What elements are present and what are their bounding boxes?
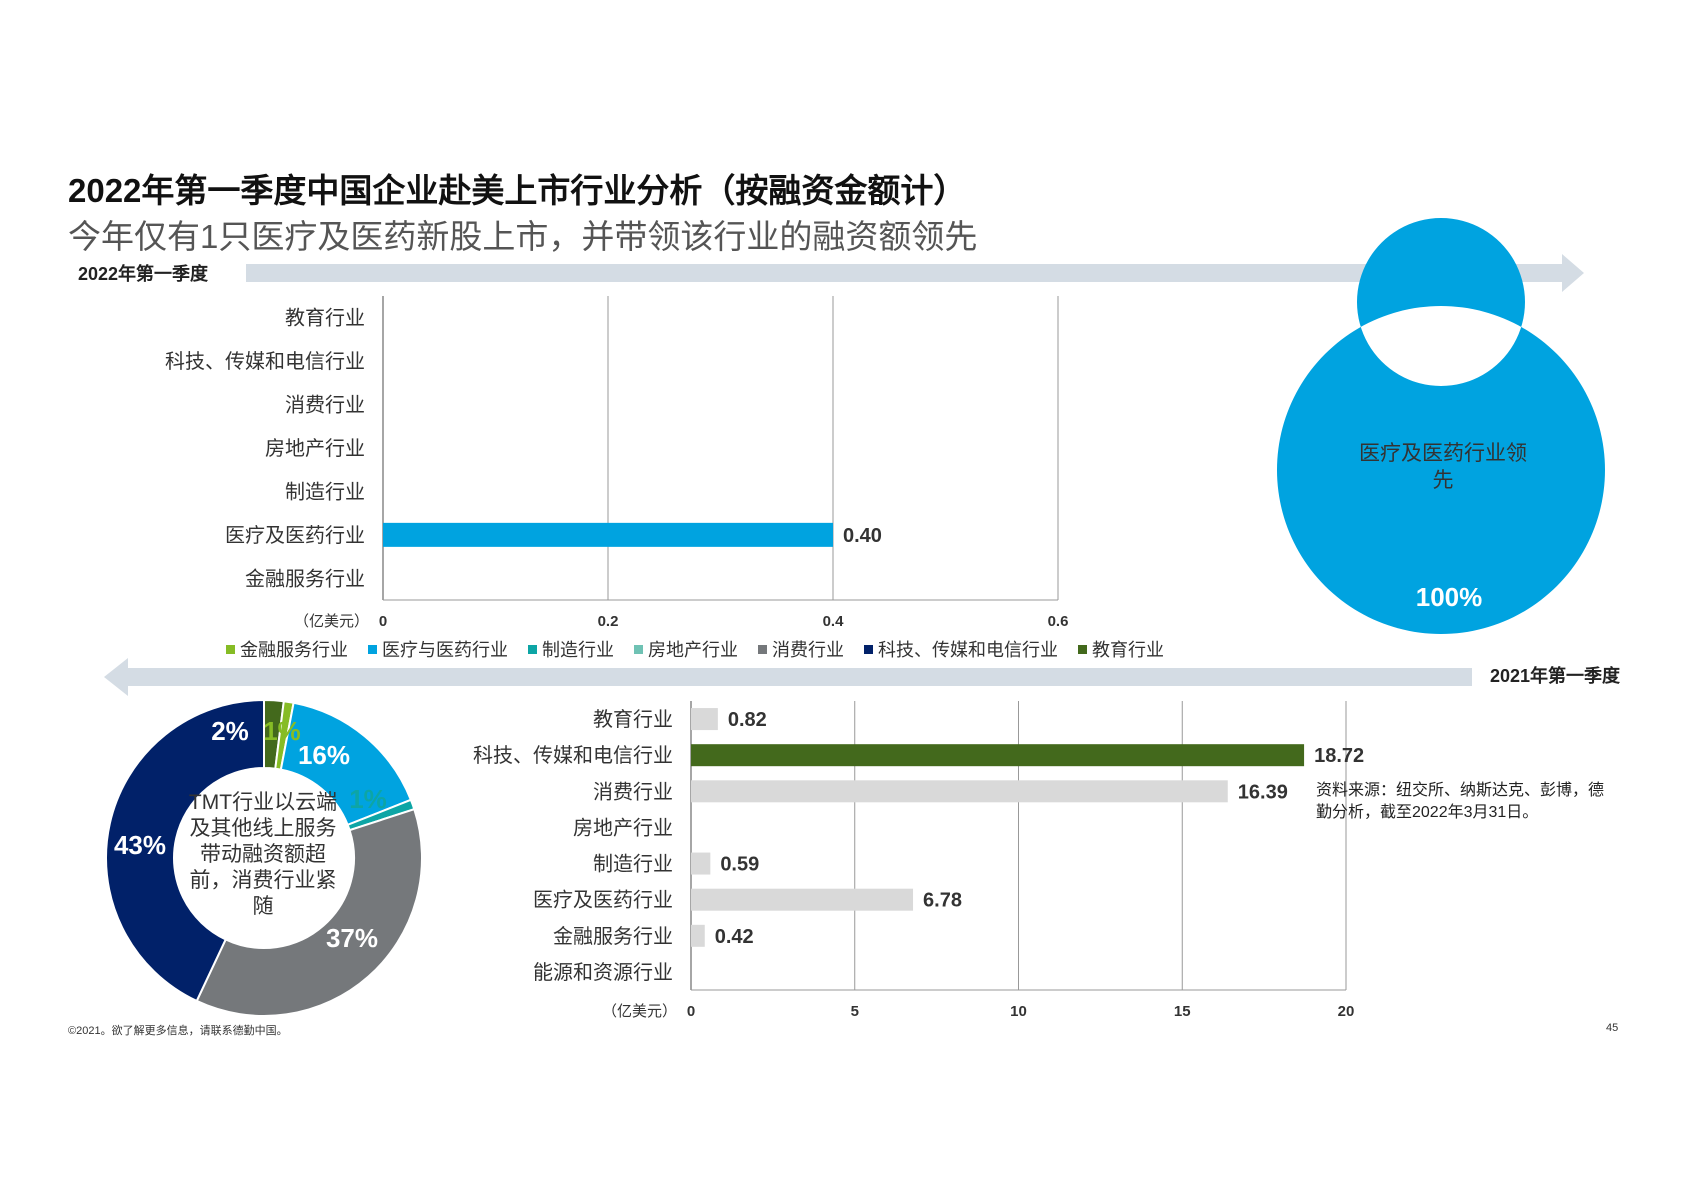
bar2021-category-label: 教育行业 <box>593 708 673 731</box>
donut2021-percent-label: 37% <box>326 923 378 953</box>
legend-label: 医疗与医药行业 <box>382 640 508 660</box>
bar2021-category-label: 医疗及医药行业 <box>533 889 673 912</box>
period-label-2021: 2021年第一季度 <box>1490 666 1621 686</box>
page-number: 45 <box>1606 1022 1619 1034</box>
legend-swatch <box>758 644 767 654</box>
bar2021-value-label: 0.82 <box>728 709 767 731</box>
bar2021-category-label: 科技、传媒和电信行业 <box>473 744 673 767</box>
bar2021-bar <box>691 744 1305 767</box>
donut2021-slice <box>195 807 423 1017</box>
legend-item: 房地产行业 <box>634 636 738 662</box>
legend-label: 科技、传媒和电信行业 <box>878 640 1058 660</box>
bar2022-tick-label: 0.2 <box>598 613 619 630</box>
bar2022-category-label: 医疗及医药行业 <box>225 524 365 547</box>
bar2021-tick-label: 0 <box>687 1003 695 1020</box>
chart-legend: 金融服务行业 医疗与医药行业 制造行业 房地产行业 消费行业 科技、传媒和电信行业 教育行业 <box>226 636 1184 662</box>
donut2022-percent-label: 100% <box>1416 582 1483 612</box>
legend-label: 教育行业 <box>1092 640 1164 660</box>
bar2022-tick-label: 0.6 <box>1048 613 1069 630</box>
legend-item: 制造行业 <box>528 636 614 662</box>
donut2021-slice <box>105 698 265 1003</box>
legend-item: 医疗与医药行业 <box>368 636 508 662</box>
donut2022-slice <box>1276 218 1605 634</box>
bar2022-tick-label: 0.4 <box>823 613 845 630</box>
legend-label: 金融服务行业 <box>240 640 348 660</box>
bar2021-bar <box>691 888 914 911</box>
bar2021-tick-label: 10 <box>1010 1003 1027 1020</box>
bar2021-category-label: 消费行业 <box>593 780 673 803</box>
bar2022-category-label: 消费行业 <box>285 394 365 417</box>
legend-swatch <box>864 644 873 654</box>
legend-swatch <box>1078 644 1087 654</box>
bar2021-tick-label: 5 <box>851 1003 859 1020</box>
page-title: 2022年第一季度中国企业赴美上市行业分析（按融资金额计） <box>68 172 967 209</box>
bar2021-category-label: 制造行业 <box>593 853 673 876</box>
bar2022-category-label: 教育行业 <box>285 307 365 330</box>
bar2021-bar <box>691 780 1228 803</box>
bar2022-category-label: 金融服务行业 <box>245 567 365 590</box>
legend-item: 教育行业 <box>1078 636 1164 662</box>
legend-item: 金融服务行业 <box>226 636 348 662</box>
legend-swatch <box>226 644 235 654</box>
legend-label: 制造行业 <box>542 640 614 660</box>
bar2021-value-label: 18.72 <box>1314 745 1364 767</box>
legend-label: 房地产行业 <box>648 640 738 660</box>
bar2021-value-label: 16.39 <box>1238 781 1288 803</box>
donut2021-percent-label: 1% <box>263 716 301 746</box>
legend-swatch <box>528 644 537 654</box>
legend-swatch <box>634 644 643 654</box>
bar2021-bar <box>691 924 705 947</box>
source-note: 资料来源：纽交所、纳斯达克、彭博，德勤分析，截至2022年3月31日。 <box>1316 782 1605 821</box>
legend-label: 消费行业 <box>772 640 844 660</box>
bar2021-value-label: 6.78 <box>923 890 962 912</box>
bar2022-unit-label: （亿美元） <box>294 613 369 630</box>
bar2021-bar <box>691 708 718 731</box>
bar2021-category-label: 房地产行业 <box>573 816 673 839</box>
bar2022-category-label: 科技、传媒和电信行业 <box>165 350 365 373</box>
bar2021-value-label: 0.42 <box>715 926 754 948</box>
bar2022-category-label: 房地产行业 <box>265 437 365 460</box>
period-label-2022: 2022年第一季度 <box>78 264 209 284</box>
legend-item: 科技、传媒和电信行业 <box>864 636 1058 662</box>
bar2021-tick-label: 20 <box>1338 1003 1355 1020</box>
arrow-2022 <box>246 254 1584 292</box>
donut-center-label-2022: 医疗及医药行业领先 <box>1359 442 1527 492</box>
bar2021-value-label: 0.59 <box>720 854 759 876</box>
donut2021-percent-label: 16% <box>298 740 350 770</box>
legend-swatch <box>368 644 377 654</box>
bar2022-value-label: 0.40 <box>843 525 882 547</box>
bar2022-category-label: 制造行业 <box>285 480 365 503</box>
legend-item: 消费行业 <box>758 636 844 662</box>
bar2021-unit-label: （亿美元） <box>602 1003 677 1020</box>
donut2021-percent-label: 2% <box>211 716 249 746</box>
bar2022-bar <box>383 522 833 547</box>
donut-center-label-2021: TMT行业以云端及其他线上服务带动融资额超前，消费行业紧随 <box>188 791 338 918</box>
bar2022-tick-label: 0 <box>379 613 387 630</box>
donut2021-percent-label: 43% <box>114 830 166 860</box>
donut2021-percent-label: 1% <box>349 784 387 814</box>
bar2021-bar <box>691 852 711 875</box>
footer-copyright: ©2021。欲了解更多信息，请联系德勤中国。 <box>68 1025 288 1037</box>
arrow-2021 <box>104 658 1472 696</box>
page-subtitle: 今年仅有1只医疗及医药新股上市，并带领该行业的融资额领先 <box>68 218 978 255</box>
bar2021-tick-label: 15 <box>1174 1003 1191 1020</box>
bar2021-category-label: 金融服务行业 <box>553 925 673 948</box>
bar2021-category-label: 能源和资源行业 <box>533 961 673 984</box>
